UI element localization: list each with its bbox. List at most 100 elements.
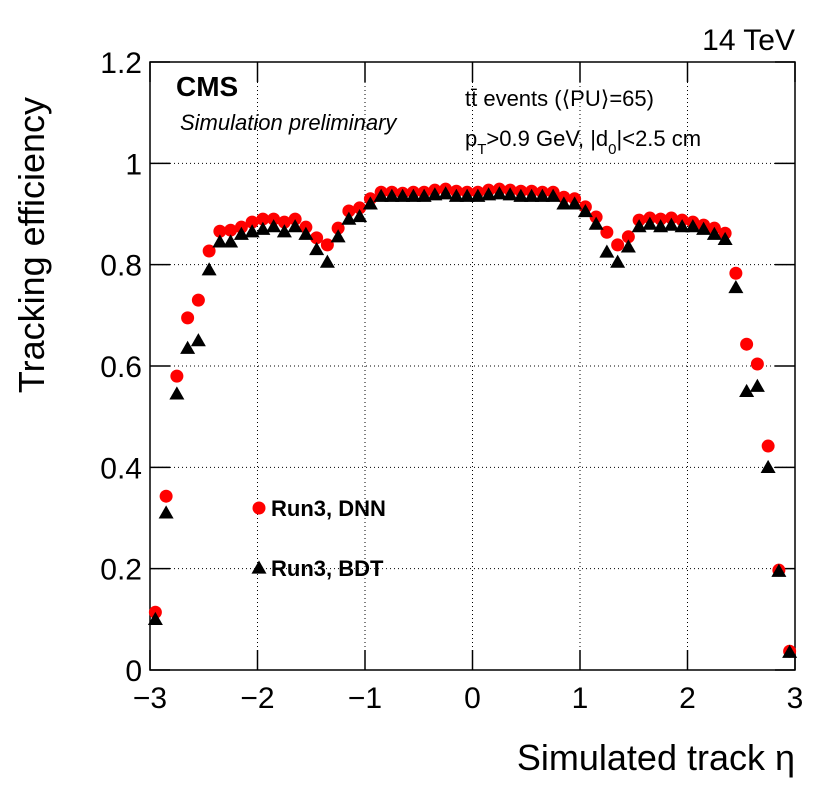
data-point	[459, 188, 475, 202]
data-point	[158, 505, 174, 519]
data-point	[298, 226, 314, 240]
y-axis-label: Tracking efficiency	[11, 97, 52, 393]
data-point	[696, 221, 712, 235]
x-tick-label: 2	[679, 682, 696, 715]
data-point	[212, 234, 228, 248]
data-point	[611, 238, 625, 252]
data-point	[642, 216, 658, 230]
x-tick-label: −1	[348, 682, 382, 715]
subtitle: Simulation preliminary	[180, 110, 398, 135]
data-point	[181, 311, 195, 325]
annotation-part: |<2.5 cm	[617, 126, 702, 151]
data-point	[267, 212, 281, 226]
annotation-subscript: T	[477, 141, 486, 158]
annotation: pT>0.9 GeV, |d0|<2.5 cm	[465, 126, 701, 158]
y-tick-label: 0.4	[100, 452, 142, 485]
data-point	[545, 188, 561, 202]
data-point	[213, 224, 227, 238]
data-point	[384, 188, 400, 202]
annotation: tt̄ events (⟨PU⟩=65)	[465, 86, 654, 111]
x-tick-label: 3	[787, 682, 804, 715]
x-tick-label: −2	[240, 682, 274, 715]
data-point	[438, 186, 454, 200]
data-point	[760, 459, 776, 473]
y-tick-label: 0	[125, 655, 142, 688]
data-point	[567, 196, 583, 210]
data-point	[706, 226, 722, 240]
data-point	[223, 234, 239, 248]
data-point	[319, 254, 335, 268]
data-point	[309, 241, 325, 256]
data-point	[502, 187, 518, 201]
annotation-part: p	[465, 126, 477, 151]
legend-marker	[252, 501, 266, 515]
data-point	[277, 215, 291, 229]
legend-marker	[251, 560, 267, 574]
data-point	[610, 254, 626, 268]
y-tick-label: 1.2	[100, 47, 142, 80]
data-point	[481, 187, 497, 201]
data-point	[202, 244, 216, 258]
data-point	[310, 231, 324, 245]
data-point	[427, 187, 443, 201]
data-point	[170, 369, 184, 383]
data-point	[524, 188, 540, 202]
x-tick-label: 0	[464, 682, 481, 715]
data-point	[331, 221, 345, 235]
data-point	[653, 219, 669, 233]
data-point	[287, 219, 303, 233]
data-point	[577, 203, 593, 218]
data-point	[717, 231, 733, 245]
data-point	[534, 188, 550, 202]
data-point	[201, 262, 217, 276]
data-point	[771, 563, 787, 577]
data-point	[588, 216, 604, 230]
legend-label: Run3, BDT	[271, 556, 384, 581]
data-point	[740, 337, 754, 351]
data-point	[654, 212, 668, 226]
data-point	[362, 196, 378, 210]
data-point	[739, 383, 755, 397]
data-point	[491, 186, 507, 200]
data-point	[448, 188, 464, 202]
data-point	[266, 219, 282, 233]
data-point	[256, 212, 270, 226]
data-point	[330, 229, 346, 243]
data-point	[191, 293, 205, 307]
data-point	[750, 357, 764, 371]
data-point	[621, 230, 635, 244]
data-point	[342, 204, 356, 218]
x-tick-label: 1	[572, 682, 589, 715]
data-point	[405, 188, 421, 202]
data-point	[470, 188, 486, 202]
data-point	[761, 439, 775, 453]
data-point	[159, 489, 173, 503]
data-point	[180, 340, 196, 354]
data-point	[600, 225, 614, 239]
data-point	[728, 279, 744, 294]
legend-label: Run3, DNN	[271, 496, 386, 521]
data-point	[245, 215, 259, 229]
data-point	[782, 644, 798, 658]
y-tick-label: 0.6	[100, 351, 142, 384]
x-tick-label: −3	[133, 682, 167, 715]
data-point	[276, 224, 292, 238]
x-axis-label: Simulated track η	[517, 737, 795, 778]
data-point	[416, 188, 432, 202]
data-point	[395, 188, 411, 202]
data-point	[663, 217, 679, 231]
experiment-label: CMS	[176, 71, 238, 102]
data-point	[288, 212, 302, 226]
data-point	[352, 209, 368, 223]
energy-label: 14 TeV	[702, 24, 795, 57]
y-tick-label: 1	[125, 148, 142, 181]
data-point	[674, 219, 690, 233]
data-point	[147, 611, 163, 625]
data-point	[224, 223, 238, 237]
data-point	[685, 219, 701, 233]
plot-frame	[149, 61, 796, 671]
y-tick-label: 0.8	[100, 250, 142, 283]
data-point	[169, 386, 185, 400]
data-point	[320, 238, 334, 252]
data-point	[599, 244, 615, 258]
